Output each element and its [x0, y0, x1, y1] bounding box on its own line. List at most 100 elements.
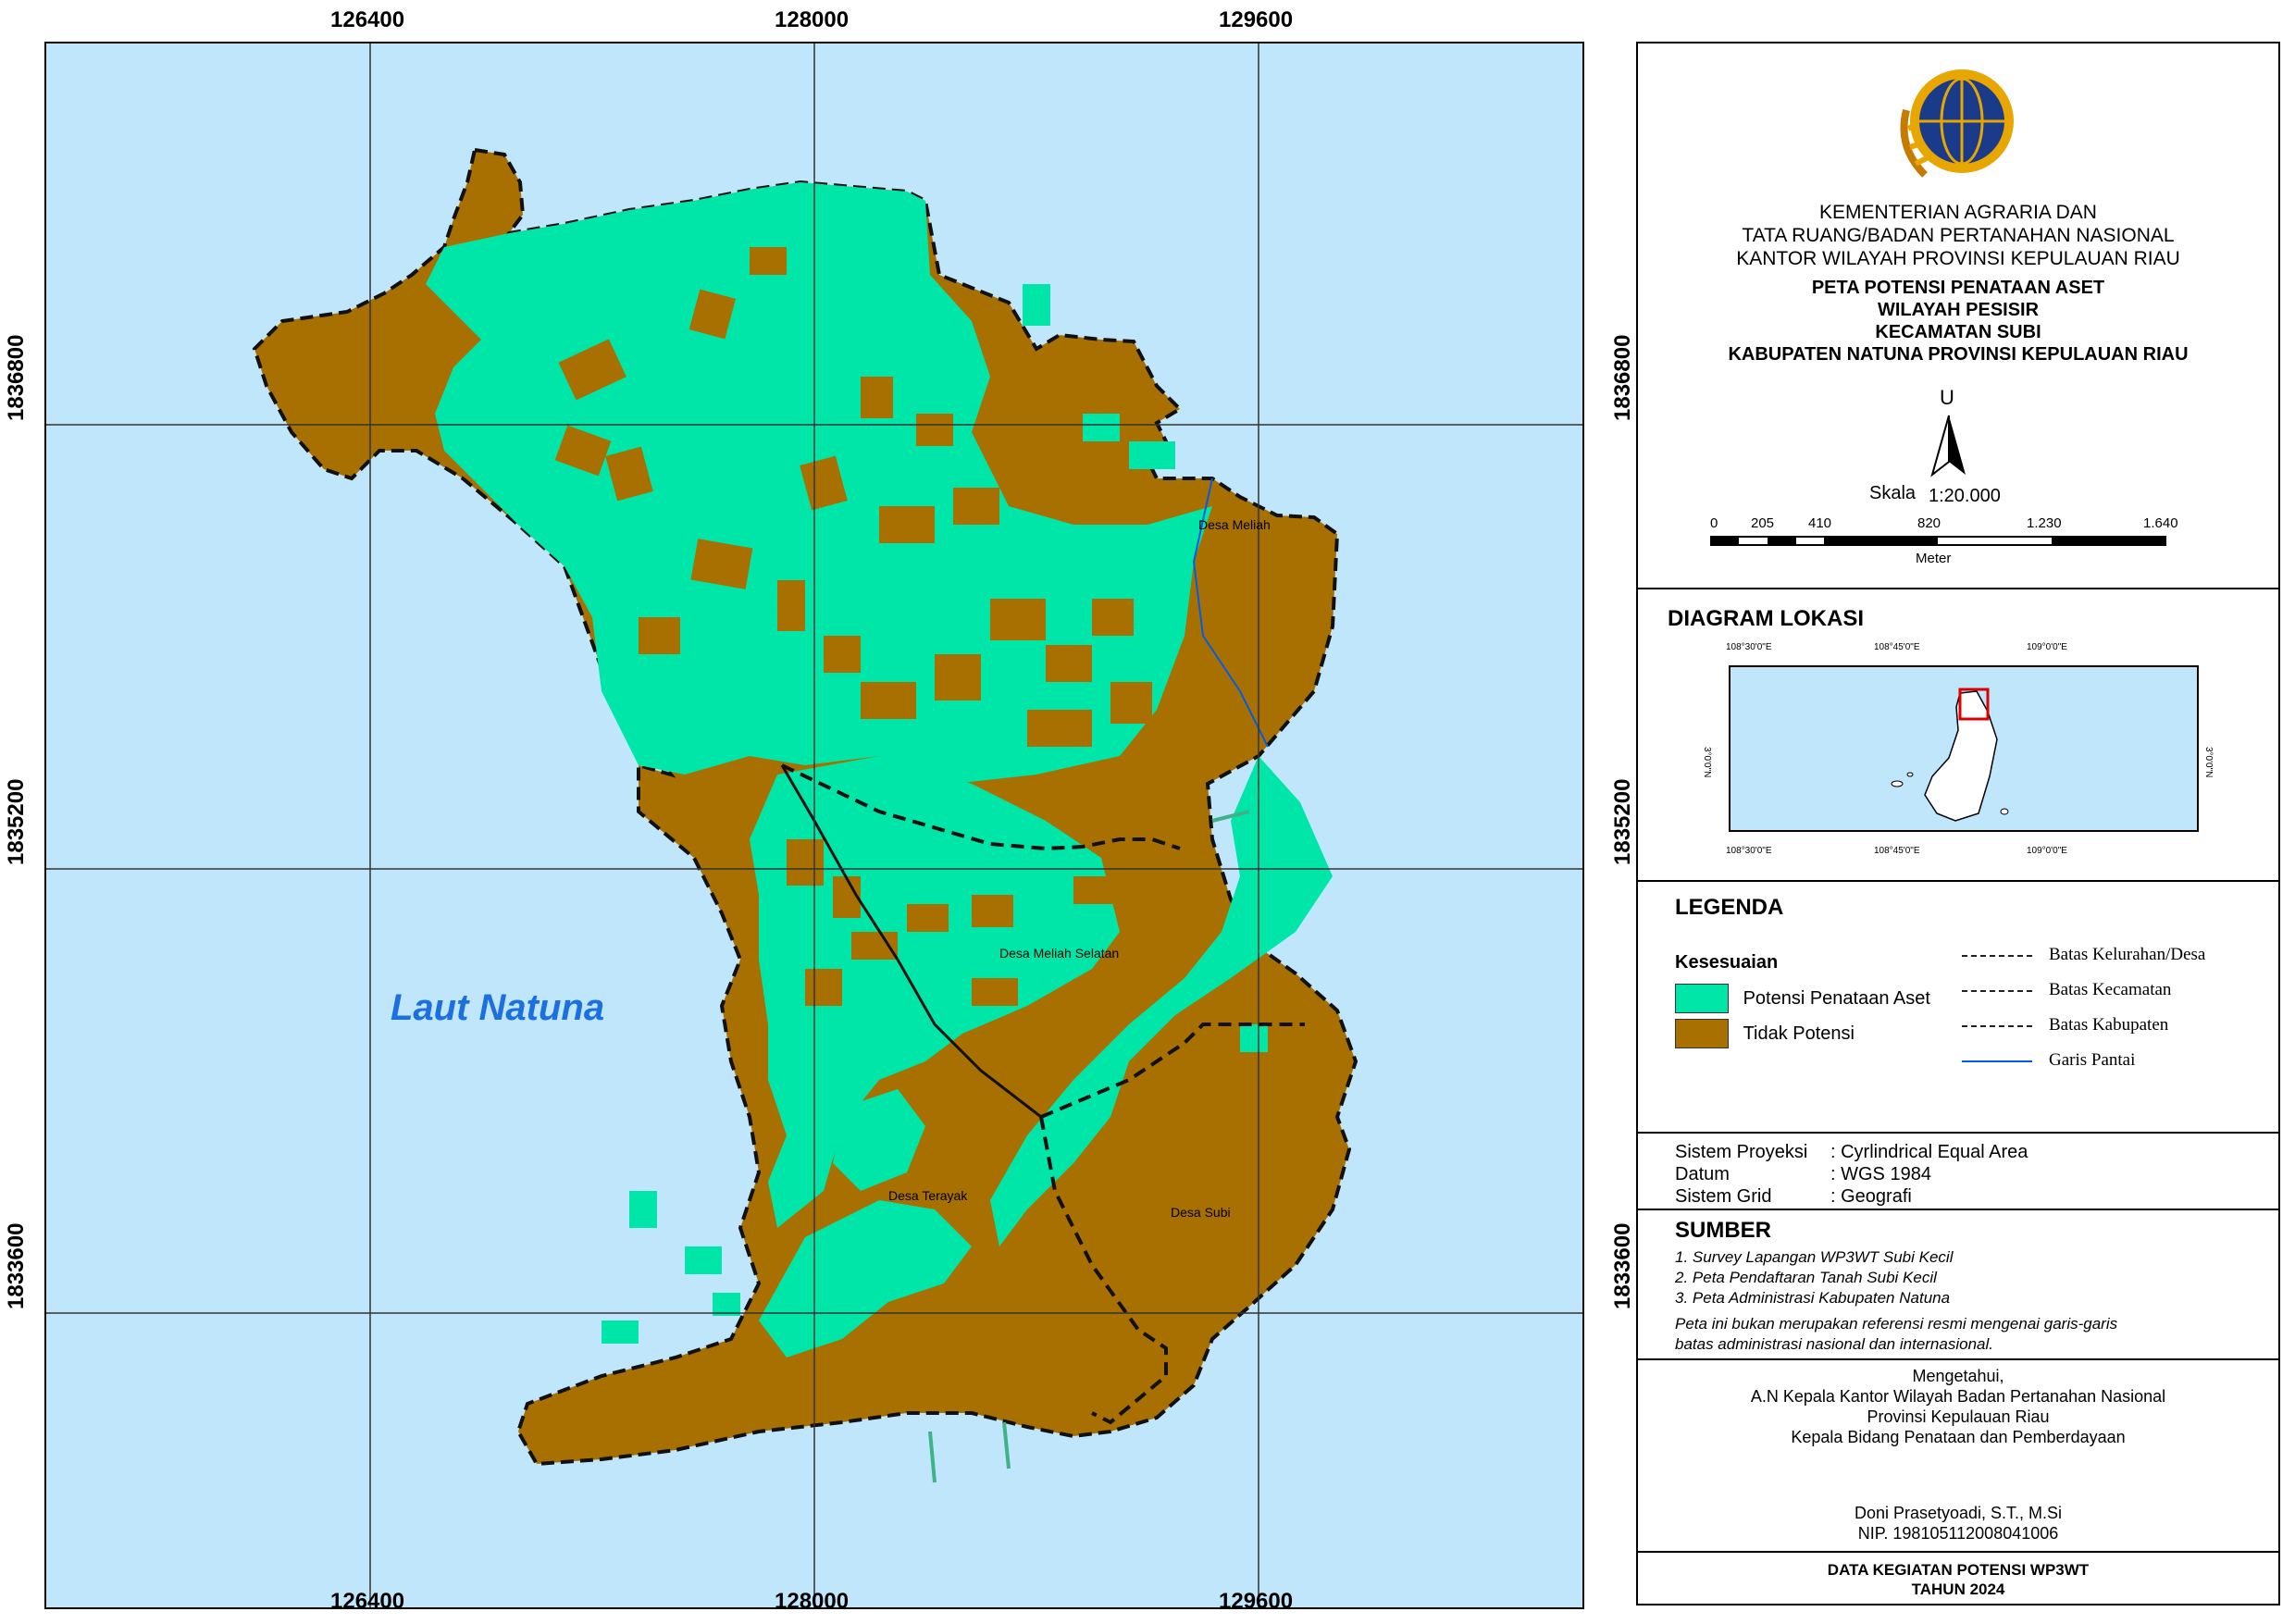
signatory-nip: NIP. 198105112008041006: [1857, 1524, 2059, 1543]
island-potensi-east: [990, 756, 1333, 1246]
legend-line-kecamatan: Batas Kecamatan: [1962, 980, 2171, 1000]
x-tick-top-1: 126400: [330, 7, 405, 32]
x-tick-bottom-2: 128000: [775, 1589, 850, 1614]
legend-title: LEGENDA: [1675, 895, 1784, 920]
map-title: PETA POTENSI PENATAAN ASET WILAYAH PESIS…: [1638, 277, 2278, 366]
proj-val-1: : Cyrlindrical Equal Area: [1830, 1142, 2028, 1162]
bpn-logo-icon: [1900, 69, 2014, 178]
projection-panel: Sistem Proyeksi Datum Sistem Grid : Cyrl…: [1636, 1132, 2280, 1210]
approval-line-4: Kepala Bidang Penataan dan Pemberdayaan: [1791, 1428, 2126, 1446]
village-label-terayak: Desa Terayak: [888, 1188, 968, 1203]
proj-val-2: : WGS 1984: [1830, 1164, 1931, 1184]
scale-unit: Meter: [1916, 551, 1952, 566]
x-tick-bottom-3: 129600: [1219, 1589, 1294, 1614]
source-item-1: 1. Survey Lapangan WP3WT Subi Kecil: [1675, 1248, 1954, 1266]
map-frame[interactable]: Laut Natuna Desa Meliah Desa Meliah Sela…: [44, 42, 1584, 1609]
sources-title: SUMBER: [1675, 1218, 1772, 1243]
potensi-patches: [602, 284, 1268, 1344]
loc-side-label-left: 3°0'0"N: [1702, 747, 1712, 778]
x-tick-top-2: 128000: [775, 7, 850, 32]
loc-bottom-label-3: 109°0'0"E: [2027, 846, 2067, 856]
footer-line-1: DATA KEGIATAN POTENSI WP3WT: [1827, 1561, 2090, 1579]
island-potensi-south: [759, 1200, 972, 1357]
org-block: KEMENTERIAN AGRARIA DAN TATA RUANG/BADAN…: [1638, 201, 2278, 271]
legend-line-kelurahan: Batas Kelurahan/Desa: [1962, 945, 2205, 965]
header-panel: KEMENTERIAN AGRARIA DAN TATA RUANG/BADAN…: [1636, 42, 2280, 589]
approval-line-3: Provinsi Kepulauan Riau: [1867, 1407, 2050, 1426]
scale-label: Skala: [1869, 483, 1917, 503]
projection-values: : Cyrlindrical Equal Area : WGS 1984 : G…: [1830, 1141, 2028, 1208]
y-tick-left-2: 1835200: [4, 778, 29, 865]
org-line-2: TATA RUANG/BADAN PERTANAHAN NASIONAL: [1742, 225, 2175, 247]
location-inset-map: [1729, 665, 2199, 832]
village-label-subi: Desa Subi: [1171, 1205, 1231, 1220]
north-label: U: [1940, 386, 1954, 409]
approval-panel: Mengetahui, A.N Kepala Kantor Wilayah Ba…: [1636, 1358, 2280, 1553]
island-potensi-sw: [833, 1089, 925, 1191]
sources-panel: SUMBER 1. Survey Lapangan WP3WT Subi Kec…: [1636, 1209, 2280, 1360]
location-title: DIAGRAM LOKASI: [1668, 606, 1864, 631]
org-line-1: KEMENTERIAN AGRARIA DAN: [1819, 202, 2097, 223]
location-diagram-panel: DIAGRAM LOKASI 108°30'0"E 108°45'0"E 109…: [1636, 588, 2280, 882]
legend-line-label-kecamatan: Batas Kecamatan: [2049, 980, 2172, 999]
legend-line-pantai: Garis Pantai: [1962, 1050, 2135, 1071]
signatory-block: Doni Prasetyoadi, S.T., M.Si NIP. 198105…: [1638, 1503, 2278, 1543]
village-label-meliah-selatan: Desa Meliah Selatan: [999, 946, 1120, 961]
boundary-desa-south: [1039, 1023, 1305, 1425]
title-line-3: KECAMATAN SUBI: [1875, 322, 2041, 342]
tidak-potensi-patches: [554, 247, 1152, 1006]
scale-tick-0: 0: [1710, 515, 1718, 531]
disclaimer-line-2: batas administrasi nasional dan internas…: [1675, 1335, 1993, 1353]
proj-val-3: : Geografi: [1830, 1186, 1912, 1207]
x-tick-top-3: 129600: [1219, 7, 1294, 32]
loc-side-label-right: 3°0'0"N: [2203, 747, 2214, 778]
y-tick-right-3: 1833600: [1610, 1222, 1635, 1309]
disclaimer-line-1: Peta ini bukan merupakan referensi resmi…: [1675, 1315, 2118, 1333]
loc-bottom-label-1: 108°30'0"E: [1726, 846, 1772, 856]
grid-lines: [46, 43, 1582, 1607]
footer-block: DATA KEGIATAN POTENSI WP3WT TAHUN 2024: [1638, 1560, 2278, 1599]
signatory-name: Doni Prasetyoadi, S.T., M.Si: [1854, 1504, 2063, 1522]
scale-tick-1640: 1.640: [2143, 515, 2178, 531]
proj-key-2: Datum: [1675, 1164, 1730, 1184]
footer-panel: DATA KEGIATAN POTENSI WP3WT TAHUN 2024: [1636, 1551, 2280, 1605]
y-tick-left-1: 1836800: [4, 334, 29, 421]
legend-subtitle: Kesesuaian: [1675, 952, 1779, 973]
approval-block: Mengetahui, A.N Kepala Kantor Wilayah Ba…: [1638, 1366, 2278, 1447]
boundary-kelurahan: [781, 763, 1181, 851]
projection-keys: Sistem Proyeksi Datum Sistem Grid: [1675, 1141, 1807, 1208]
y-tick-left-3: 1833600: [4, 1222, 29, 1309]
scale-tick-410: 410: [1808, 515, 1832, 531]
north-arrow-icon: [1930, 415, 1966, 477]
sea-label: Laut Natuna: [391, 987, 605, 1028]
loc-top-label-3: 109°0'0"E: [2027, 642, 2067, 652]
village-label-meliah: Desa Meliah: [1198, 517, 1271, 532]
disclaimer: Peta ini bukan merupakan referensi resmi…: [1675, 1314, 2117, 1355]
map-canvas[interactable]: [46, 43, 1582, 1607]
y-tick-right-2: 1835200: [1610, 778, 1635, 865]
coastline: [1192, 477, 1269, 748]
source-item-3: 3. Peta Administrasi Kabupaten Natuna: [1675, 1289, 1951, 1307]
source-item-2: 2. Peta Pendaftaran Tanah Subi Kecil: [1675, 1269, 1937, 1286]
proj-key-1: Sistem Proyeksi: [1675, 1142, 1808, 1162]
loc-top-label-2: 108°45'0"E: [1874, 642, 1920, 652]
legend-panel: LEGENDA Kesesuaian Potensi Penataan Aset…: [1636, 880, 2280, 1134]
legend-line-label-kabupaten: Batas Kabupaten: [2049, 1015, 2169, 1035]
x-tick-bottom-1: 126400: [330, 1589, 405, 1614]
scale-bar: [1710, 536, 2166, 546]
scale-tick-820: 820: [1917, 515, 1941, 531]
title-line-4: KABUPATEN NATUNA PROVINSI KEPULAUAN RIAU: [1728, 344, 2189, 365]
sources-list: 1. Survey Lapangan WP3WT Subi Kecil 2. P…: [1675, 1247, 1953, 1308]
loc-bottom-label-2: 108°45'0"E: [1874, 846, 1920, 856]
legend-item-potensi: Potensi Penataan Aset: [1675, 984, 1930, 1013]
legend-line-kabupaten: Batas Kabupaten: [1962, 1015, 2168, 1035]
title-line-2: WILAYAH PESISIR: [1877, 300, 2040, 320]
legend-label-tidak: Tidak Potensi: [1743, 1023, 1855, 1044]
proj-key-3: Sistem Grid: [1675, 1186, 1772, 1207]
marker-lines: [928, 810, 1250, 1483]
y-tick-right-1: 1836800: [1610, 334, 1635, 421]
org-line-3: KANTOR WILAYAH PROVINSI KEPULAUAN RIAU: [1736, 248, 2180, 270]
legend-line-label-pantai: Garis Pantai: [2049, 1050, 2136, 1070]
approval-line-2: A.N Kepala Kantor Wilayah Badan Pertanah…: [1750, 1387, 2166, 1406]
loc-top-label-1: 108°30'0"E: [1726, 642, 1772, 652]
